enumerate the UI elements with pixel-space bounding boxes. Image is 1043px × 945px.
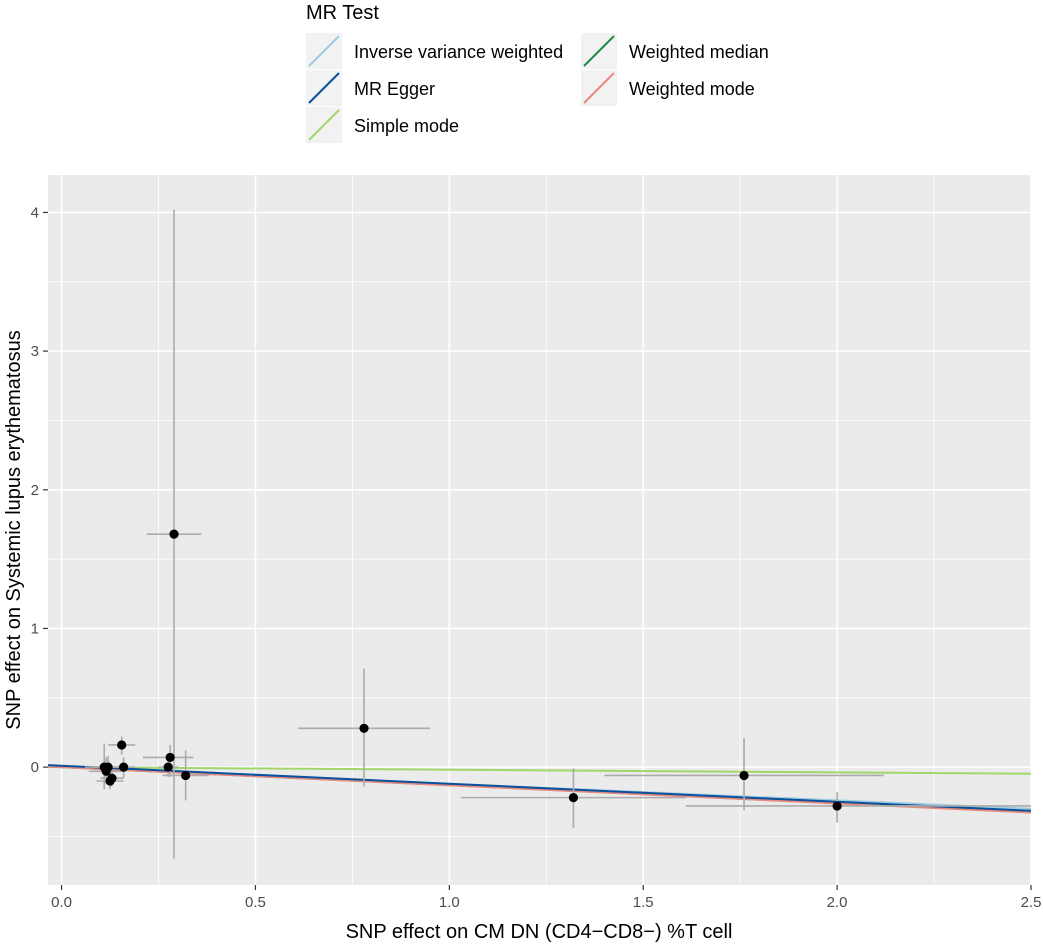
x-axis-ticks: 0.0 0.5 1.0 1.5 2.0 2.5 (51, 885, 1041, 911)
x-tick-label: 1.5 (633, 894, 654, 911)
snp-point (832, 801, 842, 811)
legend-item-mr-egger: MR Egger (306, 70, 435, 106)
x-tick-label: 1.0 (439, 894, 460, 911)
mr-line-weighted-mode (48, 765, 1031, 814)
snp-point (103, 762, 113, 772)
snp-point (107, 773, 117, 783)
legend-key-line (308, 72, 340, 104)
legend-label: MR Egger (354, 79, 435, 99)
x-axis-title: SNP effect on CM DN (CD4−CD8−) %T cell (346, 921, 733, 943)
y-tick-label: 3 (31, 343, 39, 360)
snp-point (568, 793, 579, 803)
snp-point (117, 740, 127, 750)
legend: MR Test Inverse variance weighted MR Egge… (306, 2, 769, 143)
x-tick-label: 2.5 (1021, 894, 1042, 911)
snp-points (99, 529, 842, 811)
x-tick-label: 0.5 (245, 894, 266, 911)
legend-label: Simple mode (354, 116, 459, 136)
minor-gridlines (48, 175, 1031, 885)
snp-point (359, 723, 369, 733)
major-gridlines (48, 175, 1032, 885)
mr-line-simple-mode (48, 766, 1031, 775)
legend-key-line (308, 109, 340, 141)
legend-item-inverse-variance-weighted: Inverse variance weighted (306, 33, 563, 69)
legend-label: Weighted mode (629, 79, 755, 99)
snp-point (181, 770, 191, 781)
legend-label: Inverse variance weighted (354, 42, 563, 62)
legend-item-simple-mode: Simple mode (306, 107, 459, 143)
y-tick-label: 4 (31, 204, 39, 221)
y-tick-label: 2 (31, 482, 39, 499)
y-tick-label: 1 (31, 620, 39, 637)
legend-key-line (308, 35, 340, 67)
y-axis-title: SNP effect on Systemic lupus erythematos… (3, 330, 25, 729)
legend-key-line (583, 72, 615, 104)
snp-point (165, 752, 175, 763)
snp-point (169, 529, 179, 539)
snp-point (739, 770, 749, 781)
x-tick-label: 2.0 (827, 894, 848, 911)
snp-point (163, 762, 173, 772)
legend-label: Weighted median (629, 42, 769, 62)
mr-regression-lines (48, 764, 1031, 814)
y-tick-label: 0 (31, 759, 39, 776)
legend-key-line (583, 35, 615, 67)
x-tick-label: 0.0 (51, 894, 72, 911)
legend-title: MR Test (306, 2, 379, 24)
y-axis-ticks: 0 1 2 3 4 (31, 204, 48, 776)
legend-item-weighted-mode: Weighted mode (581, 70, 755, 106)
legend-item-weighted-median: Weighted median (581, 33, 769, 69)
snp-point (119, 762, 129, 772)
mr-line-mr-egger (48, 764, 1031, 812)
